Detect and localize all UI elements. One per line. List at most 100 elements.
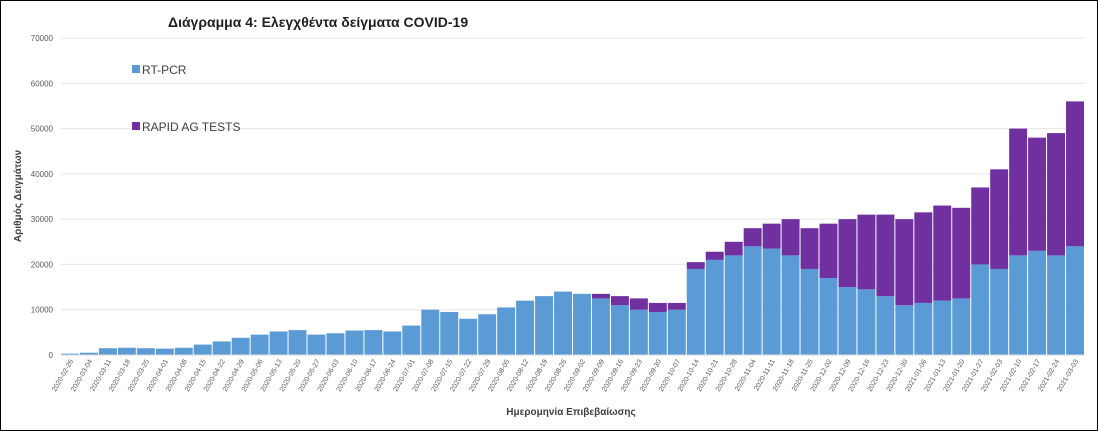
bar-rt-pcr	[857, 289, 876, 355]
x-axis-label: Ημερομηνία Επιβεβαίωσης	[506, 407, 635, 418]
bar-rt-pcr	[61, 353, 79, 355]
bar-rt-pcr	[155, 348, 174, 355]
bar-rt-pcr	[345, 330, 364, 355]
legend-label-rapid-ag: RAPID AG TESTS	[142, 120, 240, 134]
bar-rt-pcr	[1066, 246, 1084, 355]
legend-swatch-rapid-ag	[132, 122, 140, 130]
bar-rt-pcr	[743, 246, 762, 355]
bar-rt-pcr	[800, 268, 819, 355]
bar-rapid-ag	[933, 205, 952, 301]
y-tick-label: 50000	[31, 125, 54, 134]
bar-rt-pcr	[212, 341, 231, 355]
bar-rapid-ag	[819, 223, 838, 279]
bar-rapid-ag	[629, 298, 648, 310]
y-tick-label: 60000	[31, 79, 54, 88]
bar-rt-pcr	[762, 248, 781, 355]
bar-rapid-ag	[876, 214, 895, 297]
bar-rapid-ag	[971, 187, 990, 265]
y-tick-label: 10000	[31, 306, 54, 315]
bar-rt-pcr	[819, 278, 838, 355]
bar-rt-pcr	[440, 311, 459, 355]
bar-rt-pcr	[648, 311, 667, 355]
bar-rapid-ag	[686, 262, 705, 269]
y-tick-label: 0	[49, 351, 54, 360]
bar-rapid-ag	[781, 219, 800, 256]
bar-rt-pcr	[326, 333, 345, 355]
bar-rapid-ag	[838, 219, 857, 288]
x-axis-ticks: 2020-02-262020-03-042020-03-112020-03-18…	[51, 358, 1080, 393]
bar-rt-pcr	[952, 298, 971, 355]
bar-rapid-ag	[990, 169, 1009, 269]
bar-rt-pcr	[686, 268, 705, 355]
bar-rt-pcr	[402, 325, 421, 355]
bar-rt-pcr	[838, 287, 857, 355]
bar-rapid-ag	[705, 251, 724, 260]
bar-rapid-ag	[952, 207, 971, 299]
y-axis-ticks: 0 10000 20000 30000 40000 50000 60000 70000	[31, 34, 54, 360]
bar-rt-pcr	[174, 347, 193, 355]
bar-rt-pcr	[364, 330, 383, 355]
bar-rapid-ag	[591, 293, 610, 299]
bars	[61, 101, 1084, 355]
y-tick-label: 40000	[31, 170, 54, 179]
bar-rapid-ag	[857, 214, 876, 290]
bar-rapid-ag	[648, 302, 667, 312]
gridlines	[61, 37, 1085, 311]
y-axis-label: Αριθμός Δειγμάτων	[13, 149, 24, 242]
bar-rt-pcr	[1047, 255, 1066, 355]
bar-rt-pcr	[459, 318, 478, 355]
bar-rt-pcr	[421, 309, 440, 355]
bar-rt-pcr	[497, 307, 516, 355]
bar-rt-pcr	[307, 334, 326, 355]
bar-rt-pcr	[667, 309, 686, 355]
bar-rt-pcr	[990, 268, 1009, 355]
bar-rt-pcr	[117, 347, 136, 355]
bar-rt-pcr	[383, 331, 402, 355]
y-tick-label: 20000	[31, 260, 54, 269]
bar-rapid-ag	[1066, 101, 1084, 247]
bar-rt-pcr	[478, 314, 497, 355]
legend-label-rt-pcr: RT-PCR	[142, 63, 187, 77]
chart-title: Διάγραμμα 4: Ελεγχθέντα δείγματα COVID-1…	[168, 14, 468, 30]
y-tick-label: 30000	[31, 215, 54, 224]
bar-rt-pcr	[573, 293, 591, 355]
bar-rt-pcr	[610, 305, 629, 355]
bar-rt-pcr	[98, 348, 117, 355]
bar-rapid-ag	[762, 223, 781, 249]
bar-rt-pcr	[516, 300, 535, 355]
bar-rt-pcr	[591, 298, 610, 355]
bar-rt-pcr	[933, 300, 952, 355]
bar-rapid-ag	[610, 296, 629, 306]
bar-rt-pcr	[876, 296, 895, 355]
bar-rt-pcr	[535, 296, 554, 355]
bar-rt-pcr	[705, 259, 724, 355]
bar-rapid-ag	[1047, 133, 1066, 256]
bar-rapid-ag	[914, 212, 933, 303]
bar-rapid-ag	[800, 228, 819, 269]
bar-rt-pcr	[1009, 255, 1028, 355]
y-tick-label: 70000	[31, 34, 54, 43]
bar-rt-pcr	[136, 348, 155, 355]
bar-rt-pcr	[971, 264, 990, 355]
bar-rapid-ag	[667, 302, 686, 310]
legend: RT-PCR RAPID AG TESTS	[132, 63, 240, 134]
bar-rt-pcr	[724, 255, 743, 355]
legend-swatch-rt-pcr	[132, 65, 140, 73]
bar-rt-pcr	[269, 331, 288, 355]
bar-rapid-ag	[1009, 128, 1028, 256]
bar-rt-pcr	[79, 352, 98, 355]
bar-rapid-ag	[724, 241, 743, 256]
bar-rt-pcr	[554, 291, 572, 355]
bar-rt-pcr	[895, 305, 914, 355]
bar-rt-pcr	[193, 344, 212, 355]
bar-rt-pcr	[231, 337, 250, 355]
bar-rapid-ag	[743, 228, 762, 247]
bar-rt-pcr	[250, 334, 269, 355]
bar-rt-pcr	[1028, 250, 1047, 355]
bar-rt-pcr	[629, 309, 648, 355]
bar-rt-pcr	[288, 330, 307, 355]
bar-rapid-ag	[1028, 137, 1047, 251]
bar-rt-pcr	[781, 255, 800, 355]
